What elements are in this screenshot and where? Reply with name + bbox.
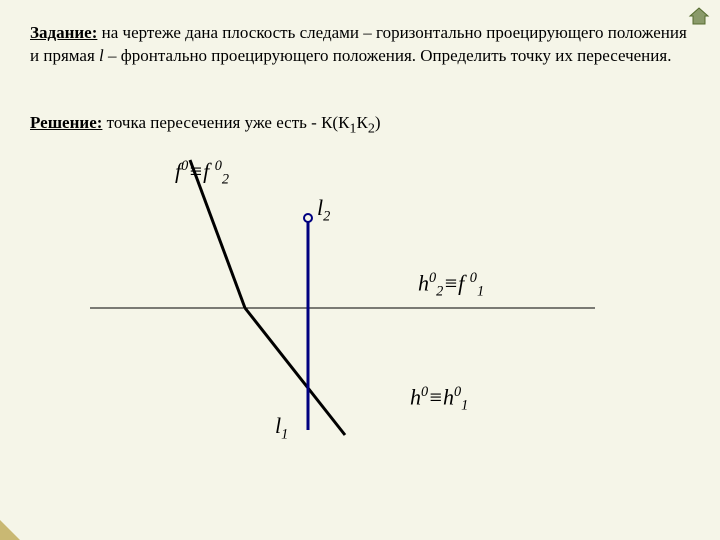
label-h02f01: h02≡f 01	[418, 270, 484, 301]
label-h0h01: h0≡h01	[410, 384, 468, 415]
h-trace-line	[245, 308, 345, 435]
diagram	[0, 0, 720, 540]
l2-point	[304, 214, 312, 222]
label-f0f02: f0≡f 02	[175, 158, 229, 189]
label-l1: l1	[275, 413, 288, 443]
corner-decoration	[0, 520, 20, 540]
label-l2: l2	[317, 195, 330, 225]
